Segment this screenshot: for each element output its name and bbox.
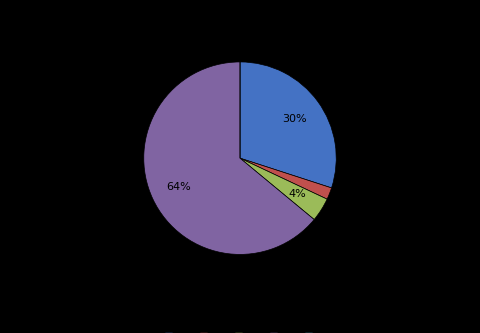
Wedge shape	[240, 158, 327, 219]
Wedge shape	[240, 62, 336, 188]
Text: 4%: 4%	[288, 189, 306, 199]
Wedge shape	[240, 158, 332, 199]
Wedge shape	[144, 62, 314, 254]
Legend: , , , , : , , , ,	[161, 328, 319, 333]
Text: 64%: 64%	[167, 182, 192, 192]
Text: 30%: 30%	[282, 114, 307, 124]
